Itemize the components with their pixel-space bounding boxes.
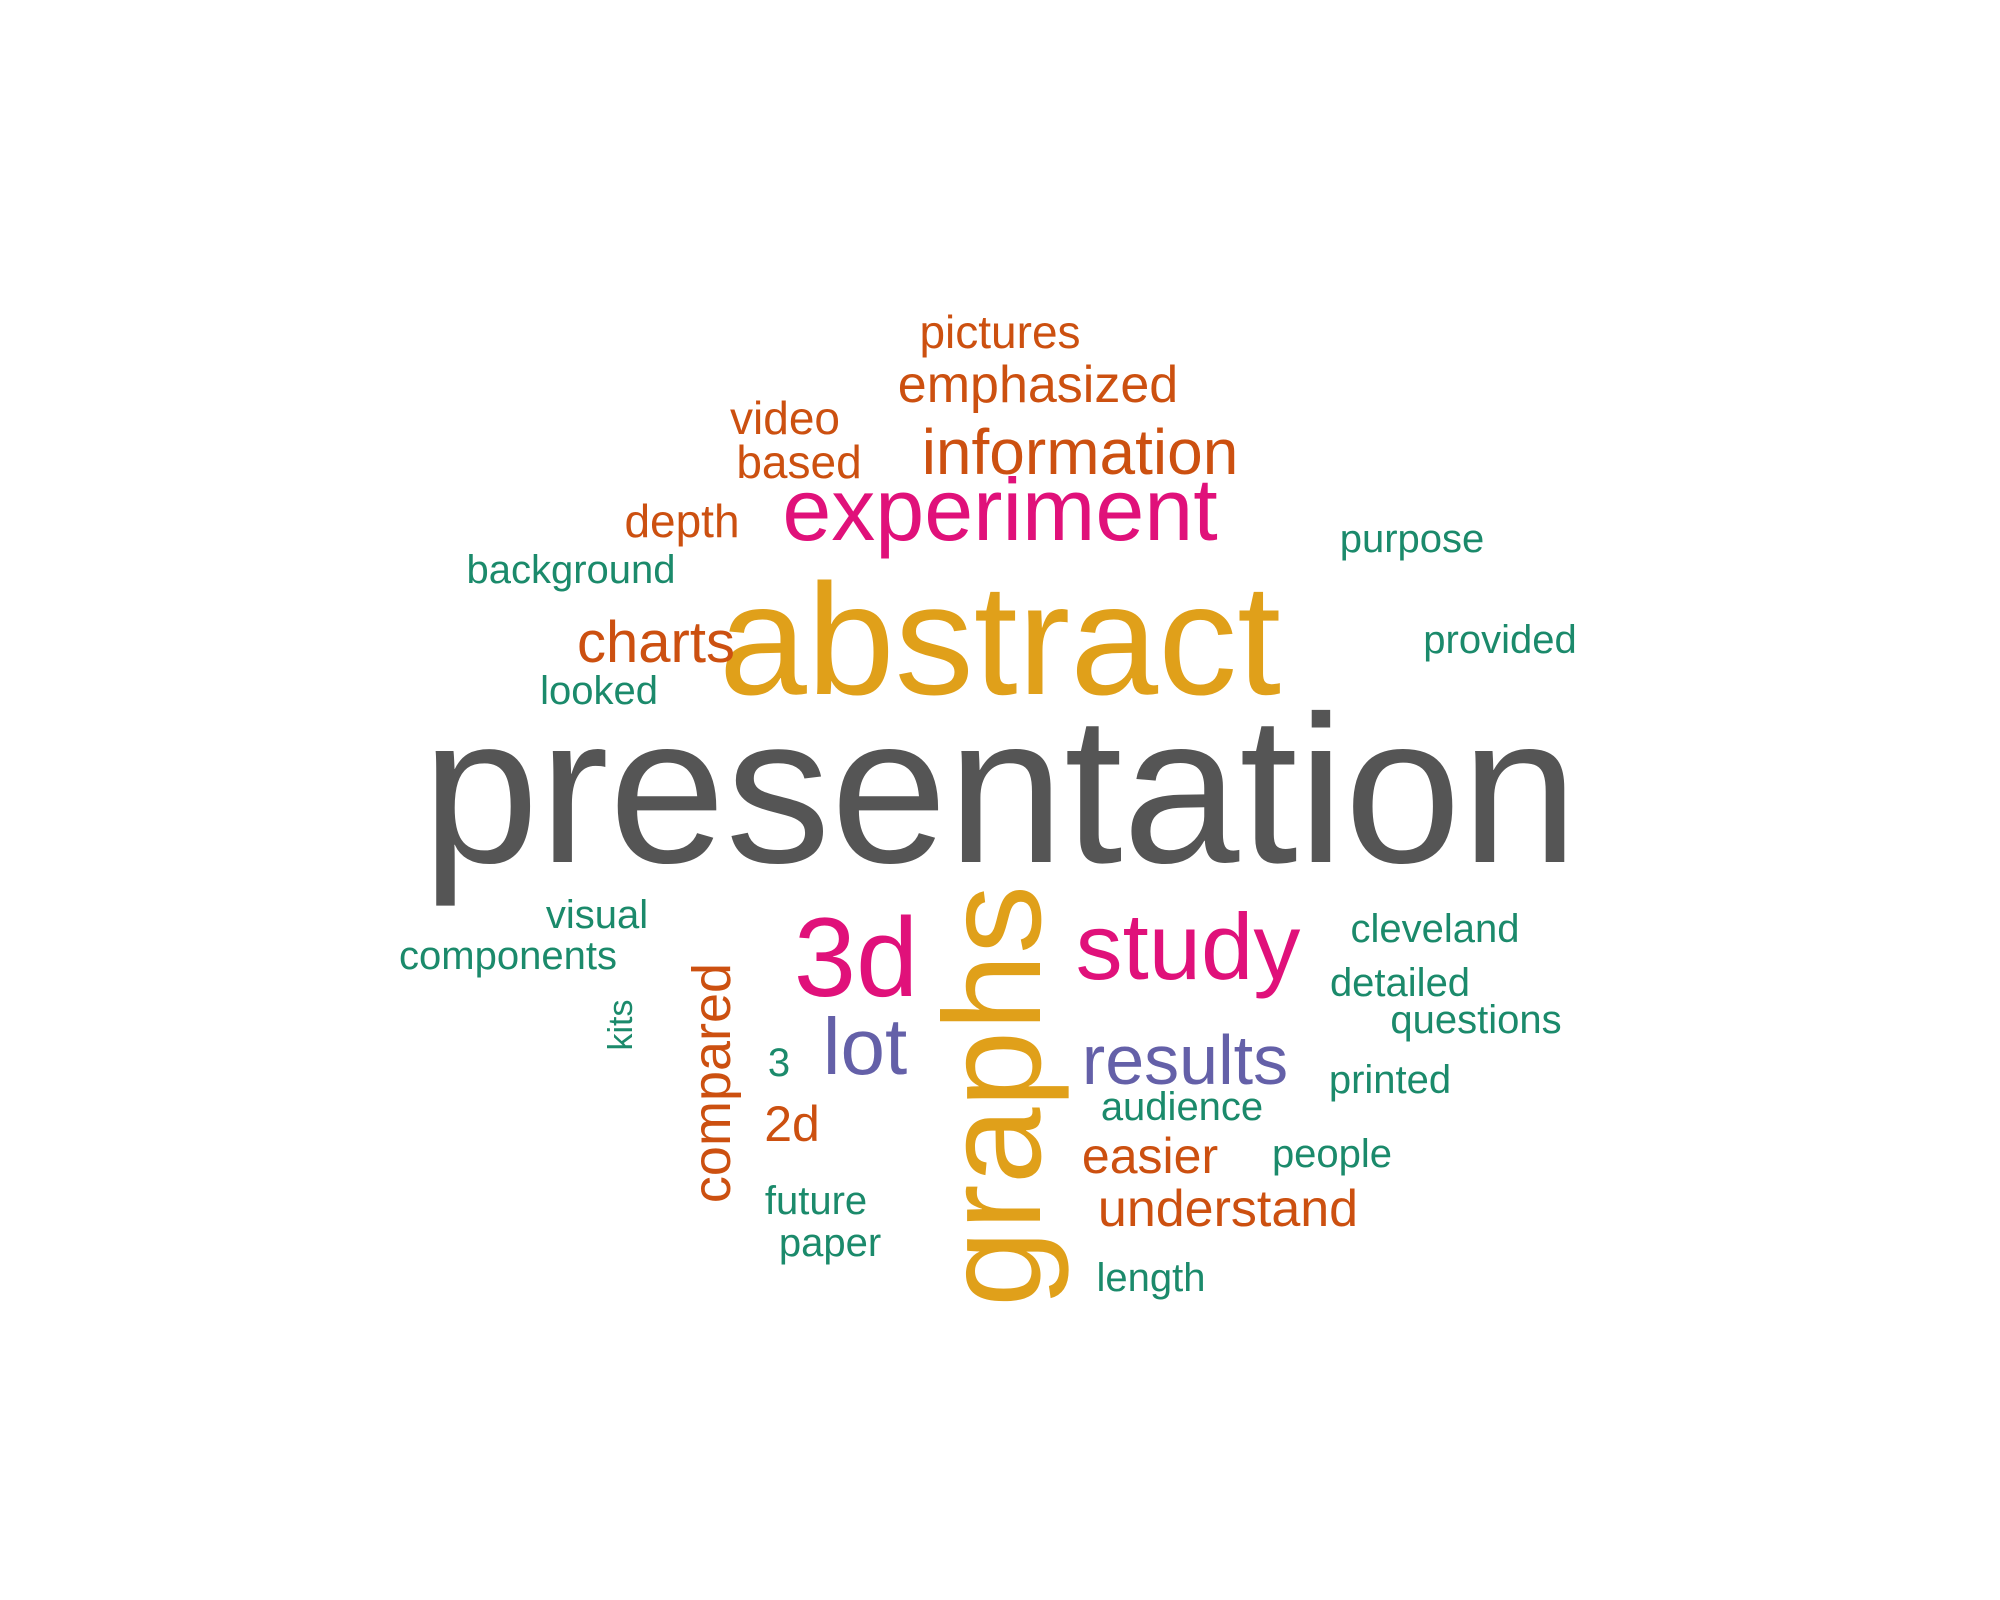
word-3d: 3d	[793, 895, 919, 1020]
word-visual: visual	[545, 893, 649, 937]
word-3: 3	[767, 1041, 791, 1085]
word-pictures: pictures	[919, 306, 1081, 358]
word-abstract: abstract	[718, 552, 1282, 728]
word-questions: questions	[1390, 998, 1562, 1042]
word-people: people	[1271, 1132, 1393, 1176]
word-future: future	[764, 1179, 868, 1223]
word-graphs: graphs	[916, 885, 1070, 1307]
word-depth: depth	[624, 495, 740, 547]
word-detailed: detailed	[1329, 961, 1471, 1005]
word-emphasized: emphasized	[897, 356, 1179, 414]
word-background: background	[466, 548, 676, 592]
word-charts: charts	[577, 610, 735, 675]
word-cleveland: cleveland	[1350, 907, 1520, 951]
word-purpose: purpose	[1339, 517, 1485, 561]
word-experiment: experiment	[782, 460, 1218, 559]
word-information: information	[921, 416, 1239, 488]
word-video: video	[730, 392, 840, 444]
word-kits: kits	[602, 999, 640, 1051]
word-understand: understand	[1097, 1180, 1359, 1238]
word-length: length	[1096, 1256, 1206, 1300]
word-lot: lot	[822, 1002, 908, 1091]
word-easier: easier	[1081, 1128, 1219, 1184]
word-printed: printed	[1328, 1058, 1452, 1102]
word-looked: looked	[540, 669, 658, 713]
word-based: based	[736, 436, 862, 488]
word-paper: paper	[778, 1221, 882, 1265]
word-compared: compared	[682, 962, 742, 1204]
word-results: results	[1081, 1021, 1289, 1099]
word-components: components	[399, 934, 617, 978]
word-audience: audience	[1100, 1085, 1264, 1129]
word-presentation: presentation	[422, 672, 1578, 907]
word-study: study	[1075, 894, 1301, 999]
word-2d: 2d	[764, 1096, 820, 1152]
word-provided: provided	[1423, 618, 1577, 662]
